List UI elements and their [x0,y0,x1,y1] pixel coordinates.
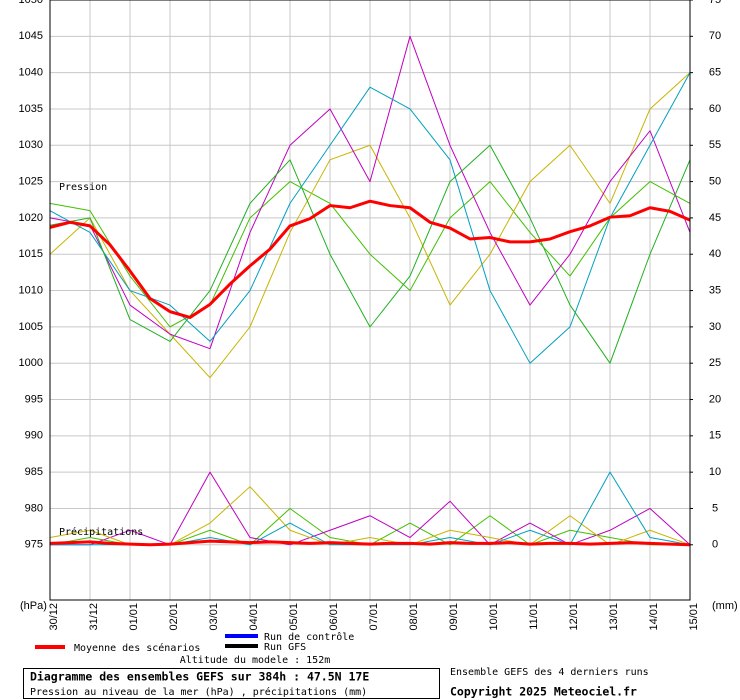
y2-tick-label: 60 [709,103,721,115]
pressure-line [49,181,691,328]
x-tick-label: 08/01 [408,603,420,631]
x-tick-label: 05/01 [288,603,300,631]
y2-axis-label: (mm) [712,600,738,612]
y-tick-label: 1045 [19,30,43,42]
y2-tick-label: 25 [709,357,721,369]
x-tick-label: 11/01 [528,603,540,630]
x-tick-label: 13/01 [608,603,620,631]
y-tick-label: 1015 [19,248,43,260]
x-tick-label: 12/01 [568,603,580,631]
y2-tick-label: 20 [709,393,721,405]
annotation: Altitude du modele : 152m [180,655,331,666]
pressure-line [49,72,691,379]
y-axis-label: (hPa) [20,600,47,612]
legend-label: Run de contrôle [264,631,354,643]
y-tick-label: 1000 [19,357,43,369]
x-tick-label: 06/01 [328,603,340,631]
y-tick-label: 1010 [19,284,43,296]
pressure-line [49,72,691,364]
y2-tick-label: 50 [709,176,721,188]
y2-tick-label: 70 [709,30,721,42]
annotation: Ensemble GEFS des 4 derniers runs [450,667,649,678]
y-tick-label: 990 [25,430,43,442]
x-tick-label: 02/01 [168,603,180,631]
y-tick-label: 1025 [19,176,43,188]
x-tick-label: 10/01 [488,603,500,631]
y2-tick-label: 45 [709,212,721,224]
y-tick-label: 995 [25,393,43,405]
x-tick-label: 30/12 [48,603,60,631]
x-tick-label: 09/01 [448,603,460,631]
y2-tick-label: 10 [709,466,721,478]
y2-tick-label: 15 [709,430,721,442]
y2-tick-label: 0 [712,539,718,551]
pressure-line [49,199,691,319]
y-tick-label: 1005 [19,321,43,333]
annotation: Précipitations [59,526,143,538]
x-tick-label: 15/01 [688,603,700,631]
pressure-line [49,35,691,350]
chart-title: Diagramme des ensembles GEFS sur 384h : … [30,670,369,684]
x-tick-label: 31/12 [88,603,100,631]
legend-label: Run GFS [264,642,306,653]
y2-tick-label: 65 [709,67,721,79]
y-tick-label: 980 [25,502,43,514]
x-tick-label: 01/01 [128,603,140,631]
x-tick-label: 03/01 [208,603,220,631]
y-tick-label: 1050 [19,0,43,6]
y2-tick-label: 75 [709,0,721,6]
x-tick-label: 14/01 [648,603,660,631]
pressure-line [49,144,691,364]
precipitation-line [50,471,691,546]
x-tick-label: 04/01 [248,603,260,631]
y-tick-label: 1035 [19,103,43,115]
y-tick-label: 1040 [19,67,43,79]
plot-frame [49,0,691,601]
legend-label: Moyenne des scénarios [74,642,200,654]
chart-subtitle: Pression au niveau de la mer (hPa) , pré… [30,686,367,698]
y2-tick-label: 40 [709,248,721,260]
y-tick-label: 975 [25,539,43,551]
y-tick-label: 985 [25,466,43,478]
x-tick-label: 07/01 [368,603,380,631]
y2-tick-label: 55 [709,139,721,151]
title-box [23,668,440,699]
y2-tick-label: 35 [709,284,721,296]
y2-tick-label: 30 [709,321,721,333]
annotation: Pression [59,182,107,193]
y-tick-label: 1030 [19,139,43,151]
precipitation-line [49,539,691,547]
y2-tick-label: 5 [712,502,718,514]
y-tick-label: 1020 [19,212,43,224]
copyright: Copyright 2025 Meteociel.fr [450,685,637,699]
